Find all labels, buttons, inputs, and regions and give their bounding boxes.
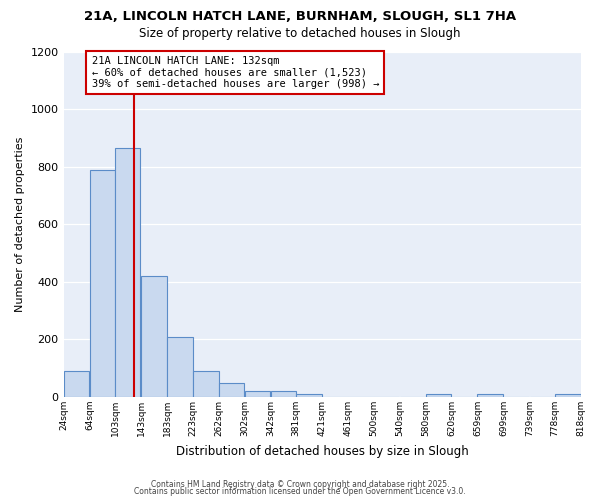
Bar [271,392,296,397]
Text: 21A LINCOLN HATCH LANE: 132sqm
← 60% of detached houses are smaller (1,523)
39% : 21A LINCOLN HATCH LANE: 132sqm ← 60% of … [92,56,379,89]
Bar [245,392,270,397]
Bar [141,276,167,397]
Text: Contains public sector information licensed under the Open Government Licence v3: Contains public sector information licen… [134,488,466,496]
Bar [555,394,581,397]
X-axis label: Distribution of detached houses by size in Slough: Distribution of detached houses by size … [176,444,469,458]
Bar [64,371,89,397]
Bar [426,394,451,397]
Text: Size of property relative to detached houses in Slough: Size of property relative to detached ho… [139,28,461,40]
Bar [167,336,193,397]
Bar [89,170,115,397]
Bar [193,371,218,397]
Y-axis label: Number of detached properties: Number of detached properties [15,136,25,312]
Bar [218,382,244,397]
Bar [296,394,322,397]
Bar [115,148,140,397]
Bar [478,394,503,397]
Text: 21A, LINCOLN HATCH LANE, BURNHAM, SLOUGH, SL1 7HA: 21A, LINCOLN HATCH LANE, BURNHAM, SLOUGH… [84,10,516,23]
Text: Contains HM Land Registry data © Crown copyright and database right 2025.: Contains HM Land Registry data © Crown c… [151,480,449,489]
